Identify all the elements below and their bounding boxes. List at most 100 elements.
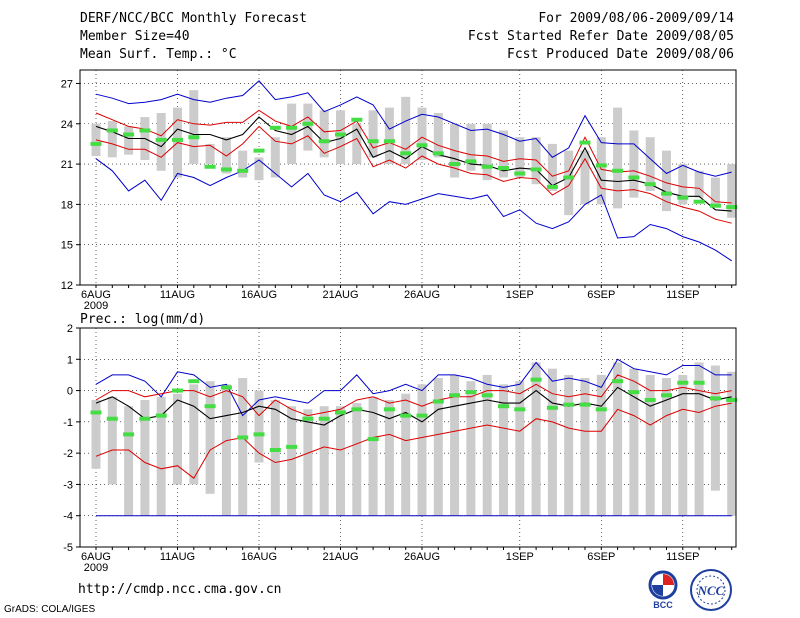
variable-label-prec: Prec.: log(mm/d) bbox=[80, 312, 205, 327]
x-year-label: 2009 bbox=[84, 562, 108, 574]
ensemble-box bbox=[189, 384, 199, 485]
x-tick-label: 26AUG bbox=[404, 289, 440, 301]
ensemble-box bbox=[156, 396, 166, 516]
ensemble-box bbox=[336, 406, 345, 516]
ensemble-box bbox=[450, 374, 460, 516]
median-marker bbox=[498, 166, 509, 171]
median-marker bbox=[546, 184, 558, 189]
median-marker bbox=[579, 140, 591, 145]
median-marker bbox=[253, 432, 265, 437]
median-marker bbox=[514, 171, 526, 176]
median-marker bbox=[661, 191, 672, 196]
ensemble-box bbox=[238, 378, 248, 516]
x-tick-label: 21AUG bbox=[322, 289, 358, 301]
ensemble-mean-line bbox=[95, 386, 732, 426]
median-marker bbox=[612, 168, 624, 173]
median-marker bbox=[400, 151, 412, 156]
ensemble-box bbox=[352, 403, 362, 516]
ensemble-box bbox=[466, 123, 476, 171]
median-marker bbox=[302, 416, 314, 421]
x-tick-label: 16AUG bbox=[241, 551, 277, 563]
ensemble-box bbox=[596, 137, 606, 205]
median-marker bbox=[530, 167, 542, 172]
ensemble-box bbox=[613, 107, 623, 209]
ensemble-box bbox=[727, 371, 737, 516]
median-marker bbox=[481, 393, 493, 398]
x-tick-label: 6SEP bbox=[587, 551, 615, 563]
ensemble-box bbox=[629, 130, 639, 198]
member-size: Member Size=40 bbox=[80, 29, 190, 44]
median-marker bbox=[563, 402, 575, 407]
ensemble-box bbox=[221, 137, 231, 174]
median-marker bbox=[106, 416, 118, 421]
median-marker bbox=[709, 203, 721, 208]
panel-temperature: 12 15 18 21 24 27 6AUG 11AUG 16AUG 21AUG 26AUG 1SEP… bbox=[61, 69, 738, 312]
ensemble-box bbox=[596, 374, 606, 516]
median-marker bbox=[595, 163, 607, 168]
median-marker bbox=[123, 432, 135, 437]
ensemble-box bbox=[580, 378, 590, 516]
ensemble-box bbox=[368, 110, 378, 158]
ensemble-box bbox=[287, 103, 297, 165]
y-tick-label: 21 bbox=[61, 159, 73, 171]
median-marker bbox=[400, 413, 412, 418]
median-marker bbox=[644, 397, 656, 402]
median-marker bbox=[335, 410, 346, 415]
ensemble-box bbox=[678, 164, 688, 205]
median-marker bbox=[677, 195, 689, 200]
ensemble-box bbox=[645, 374, 655, 516]
ensemble-box bbox=[336, 110, 345, 165]
forecast-period: For 2009/08/06-2009/09/14 bbox=[538, 11, 734, 26]
y-tick-label: 0 bbox=[67, 386, 73, 398]
x-tick-label: 21AUG bbox=[322, 551, 358, 563]
median-marker bbox=[318, 416, 330, 421]
ensemble-box bbox=[270, 399, 280, 516]
median-marker bbox=[155, 137, 167, 142]
y-tick-label: -5 bbox=[63, 542, 73, 554]
ensemble-box bbox=[629, 368, 639, 516]
median-marker bbox=[595, 407, 607, 412]
y-tick-label: 12 bbox=[61, 280, 73, 292]
y-tick-label: 27 bbox=[61, 78, 73, 90]
ensemble-box bbox=[482, 123, 492, 181]
ensemble-mean-line bbox=[95, 116, 732, 212]
y-tick-label: -2 bbox=[63, 448, 73, 460]
median-marker bbox=[139, 128, 151, 133]
source-url[interactable]: http://cmdp.ncc.cma.gov.cn bbox=[78, 582, 282, 597]
median-marker bbox=[383, 407, 395, 412]
x-tick-label: 11AUG bbox=[160, 289, 195, 301]
median-marker bbox=[237, 435, 249, 440]
ensemble-min-line bbox=[95, 158, 732, 262]
ensemble-box bbox=[547, 143, 557, 191]
ensemble-box bbox=[124, 126, 134, 155]
median-marker bbox=[449, 162, 461, 167]
median-marker bbox=[693, 199, 705, 204]
median-marker bbox=[367, 437, 379, 442]
median-marker bbox=[90, 410, 102, 415]
ncc-logo-text: NCC bbox=[697, 583, 725, 598]
ensemble-box bbox=[482, 374, 492, 516]
ensemble-box bbox=[433, 378, 443, 516]
ensemble-box bbox=[531, 362, 541, 516]
variable-label-temp: Mean Surf. Temp.: °C bbox=[80, 47, 237, 62]
ensemble-box bbox=[91, 399, 101, 469]
ensemble-box bbox=[254, 390, 264, 463]
y-tick-label: 24 bbox=[61, 119, 73, 131]
median-marker bbox=[106, 128, 118, 133]
ensemble-max-line bbox=[95, 80, 732, 177]
median-marker bbox=[123, 132, 135, 137]
median-marker bbox=[269, 125, 281, 130]
ensemble-box bbox=[564, 374, 574, 516]
bcc-logo: BCC bbox=[648, 570, 678, 610]
ensemble-box bbox=[368, 396, 378, 516]
median-marker bbox=[726, 397, 738, 402]
median-marker bbox=[644, 182, 656, 187]
median-marker bbox=[188, 135, 200, 140]
ensemble-box bbox=[384, 107, 394, 165]
ensemble-box bbox=[515, 381, 525, 516]
ensemble-box bbox=[515, 137, 525, 178]
ensemble-box bbox=[303, 409, 313, 516]
median-marker bbox=[286, 444, 298, 449]
spread-upper-line bbox=[95, 109, 732, 204]
y-tick-label: -1 bbox=[63, 417, 73, 429]
